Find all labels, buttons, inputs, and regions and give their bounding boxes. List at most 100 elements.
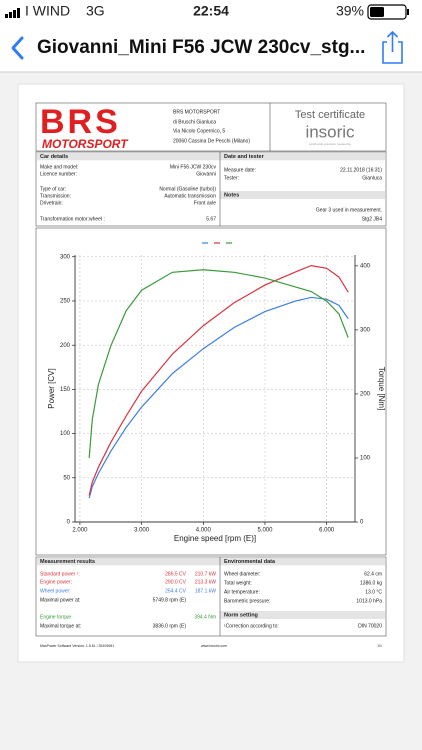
y-tick-label: 0: [67, 520, 71, 526]
row-label: Tester:: [224, 175, 239, 181]
series-line: [88, 264, 349, 496]
note: Gear 3 used in measurement.: [316, 207, 382, 213]
section-header: [36, 152, 220, 161]
x-axis-title: Engine speed [rpm (E)]: [174, 534, 256, 543]
company-line: BRS MOTORSPORT: [173, 109, 220, 115]
row-value: 22.11.2018 (16:31): [340, 167, 382, 173]
row-value: 13.0 °C: [365, 589, 382, 595]
row-label: Transformation motor:wheel :: [40, 216, 105, 222]
network: 3G: [86, 3, 105, 19]
row-value: 1386.0 kg: [360, 580, 382, 586]
clock: 22:54: [193, 3, 229, 19]
y-tick-label: 300: [60, 254, 71, 260]
row-label: ¹Correction according to:: [224, 623, 279, 629]
row-value: DIN 70020: [358, 623, 382, 629]
note: Stg2 JB4: [362, 216, 383, 222]
chart-box: [35, 227, 387, 556]
company-line: Via Nicolo Copernico, 5: [173, 128, 225, 134]
row-value: 286.5 CV: [165, 571, 187, 577]
row-value: 254.4 CV: [165, 588, 187, 594]
header-box: [35, 102, 387, 152]
row-value: Gianluca: [362, 175, 382, 181]
section-title: Car details: [40, 154, 68, 160]
row-label: Engine torque: [40, 614, 71, 620]
y2-axis-title: Torque [Nm]: [377, 367, 386, 411]
footer-page: 1/1: [377, 644, 382, 648]
axes: [74, 255, 356, 523]
logo-top: BRS: [40, 103, 121, 141]
y2-tick-label: 400: [360, 263, 371, 269]
section-header: [36, 557, 220, 566]
footer-software: MaxPower Software Version: 1.5.61 / 3510…: [40, 644, 114, 648]
section-title: Norm setting: [224, 612, 258, 618]
row-label: Maximal power at:: [40, 597, 81, 603]
row-label: Wheel diameter:: [224, 571, 260, 577]
row-value: 213.3 kW: [195, 579, 216, 585]
row-value: Mini F56 JCW 230cv: [170, 164, 217, 170]
company-line: di Bruschi Gianluca: [173, 119, 216, 125]
row-value: 5749.8 rpm (E): [153, 597, 187, 603]
row-value: Giovanni: [196, 171, 216, 177]
x-tick-label: 2.000: [72, 528, 88, 534]
row-label: Maximal torque at:: [40, 623, 81, 629]
section-title: Measurement results: [40, 559, 95, 565]
x-tick-label: 4.000: [196, 528, 212, 534]
row-label: Wheel power:: [40, 588, 71, 594]
section-title: Date and tester: [224, 154, 265, 160]
row-value: Normal (Gasoline (turbo)): [159, 186, 216, 192]
y2-tick-label: 0: [360, 520, 364, 526]
row-value: 1013.0 hPa: [356, 598, 382, 604]
x-tick-label: 5.000: [257, 528, 273, 534]
section-title: Notes: [224, 192, 239, 198]
carrier: I WIND: [25, 3, 70, 19]
brand-tagline: world wide precision measuring: [309, 142, 351, 146]
document-page: [17, 83, 405, 663]
x-tick-label: 6.000: [319, 528, 335, 534]
signal: [5, 8, 20, 18]
x-tick-label: 3.000: [134, 528, 150, 534]
section-header: [220, 557, 386, 566]
details-box: [35, 151, 387, 227]
section-header: [220, 152, 386, 161]
chart: 2.000 3.000 4.000 5.000 6.000 0 50 100 150 200 250…: [47, 242, 386, 543]
y-tick-label: 250: [60, 299, 71, 305]
row-label: Measure date:: [224, 167, 256, 173]
section-header: [220, 191, 386, 199]
certificate-title: Test certificate: [295, 109, 365, 121]
row-label: Engine power:: [40, 579, 72, 585]
row-value: Automatic transmission: [164, 193, 216, 199]
section-title: Environmental data: [224, 559, 276, 565]
back-button[interactable]: [11, 36, 24, 60]
y-tick-label: 50: [63, 475, 70, 481]
battery-icon: [367, 4, 409, 20]
row-label: Make and model:: [40, 164, 78, 170]
row-value: 62.4 cm: [364, 571, 382, 577]
row-value: 394.4 Nm: [194, 614, 216, 620]
y-tick-label: 200: [60, 343, 71, 349]
brand: insoric: [305, 122, 355, 141]
battery-text: 39%: [336, 3, 364, 19]
nav-title: Giovanni_Mini F56 JCW 230cv_stg...: [37, 37, 365, 58]
results-rows: Standard power ¹: 286.5 CV 210.7 kW Engine …: [40, 571, 216, 629]
logo-bottom: MOTORSPORT: [42, 137, 129, 151]
y-tick-label: 100: [60, 431, 71, 437]
row-label: Drivetrain:: [40, 200, 63, 206]
row-value: 5.67: [206, 216, 216, 222]
row-label: Barometric pressure:: [224, 598, 270, 604]
top-bar: [0, 0, 422, 72]
y-axis-title: Power [CV]: [47, 368, 56, 408]
row-label: Air temperature:: [224, 589, 260, 595]
series-line: [88, 296, 349, 499]
share-button[interactable]: [382, 30, 403, 64]
row-value: 187.1 kW: [195, 588, 216, 594]
footer-website: www.insoric.com: [201, 644, 227, 648]
section-header: [220, 611, 386, 619]
row-label: Transmission:: [40, 193, 71, 199]
series-line: [88, 269, 349, 459]
row-value: 290.0 CV: [165, 579, 187, 585]
y2-tick-label: 100: [360, 456, 371, 462]
y2-tick-label: 200: [360, 392, 371, 398]
row-value: 3836.0 rpm (E): [153, 623, 187, 629]
